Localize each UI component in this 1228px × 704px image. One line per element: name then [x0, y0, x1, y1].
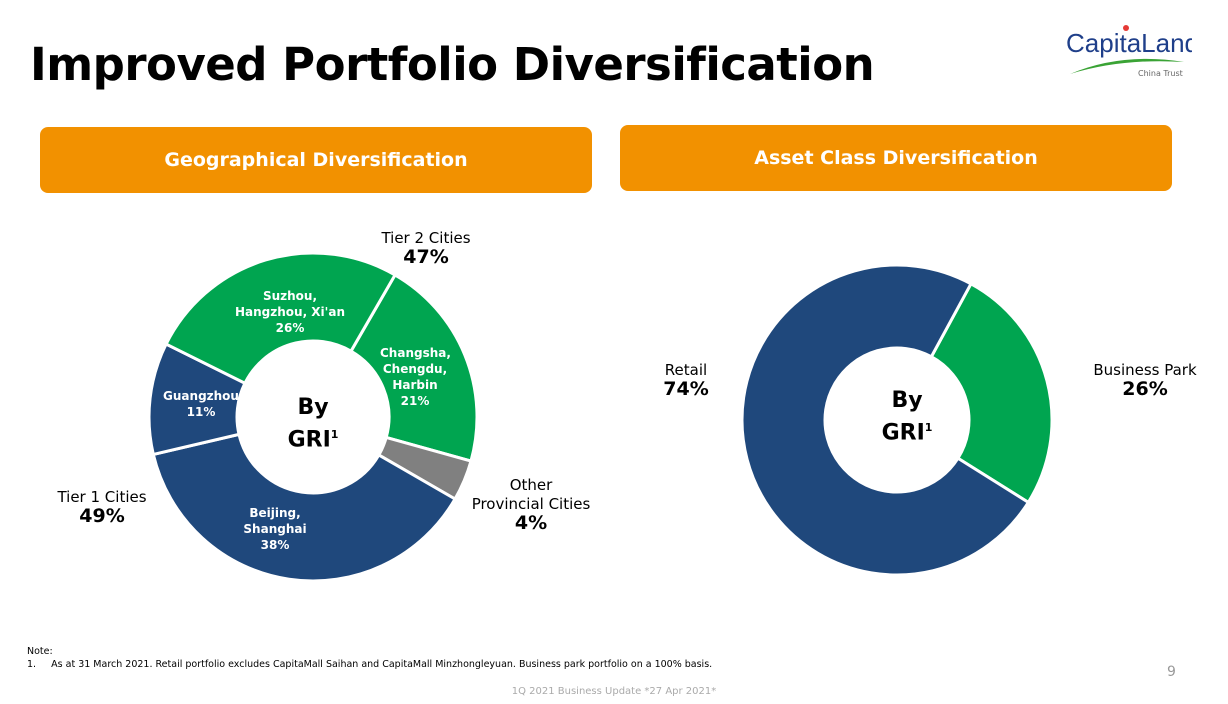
- slice-changsha-chengdu-harbin: [348, 272, 479, 463]
- geo-banner: Geographical Diversification: [40, 127, 592, 193]
- asset-banner: Asset Class Diversification: [620, 125, 1172, 191]
- center-label-asset: By GRI1: [881, 388, 933, 446]
- page-number: 9: [1167, 664, 1176, 680]
- slice-label-guangzhou: Guangzhou 11%: [163, 389, 239, 419]
- capitaland-logo: CapitaLand China Trust: [1062, 22, 1199, 82]
- slice-label-beijing: Beijing, Shanghai 38%: [243, 506, 307, 552]
- slice-label-retail: Retail 74%: [663, 361, 709, 400]
- center-label-geo: By GRI1: [287, 395, 339, 453]
- slice-retail: [740, 263, 1031, 577]
- group-label-tier2: Tier 2 Cities 47%: [381, 229, 471, 268]
- group-label-other: Other Provincial Cities 4%: [471, 476, 591, 534]
- footnote: Note: 1. As at 31 March 2021. Retail port…: [27, 646, 713, 670]
- slice-beijing-shanghai: [151, 432, 458, 583]
- footer: 1Q 2021 Business Update *27 Apr 2021*: [511, 686, 717, 697]
- slice-suzhou-hangzhou-xi-an: [164, 251, 398, 386]
- slice-business-park: [929, 281, 1054, 505]
- slice-label-changsha: Changsha, Chengdu, Harbin 21%: [380, 346, 451, 408]
- logo-text: CapitaLand: [1066, 28, 1192, 58]
- slice-label-suzhou: Suzhou, Hangzhou, Xi'an 26%: [234, 289, 345, 335]
- page-title: Improved Portfolio Diversification: [30, 38, 875, 91]
- slice-label-business-park: Business Park 26%: [1093, 361, 1197, 400]
- logo-subtext: China Trust: [1138, 69, 1183, 78]
- group-label-tier1: Tier 1 Cities 49%: [57, 488, 147, 527]
